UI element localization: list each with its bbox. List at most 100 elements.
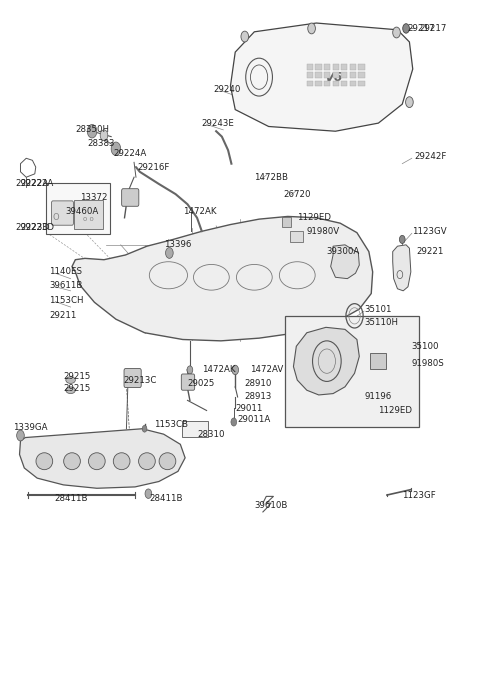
Bar bbox=[307, 81, 313, 86]
Text: 39300A: 39300A bbox=[326, 247, 359, 256]
Bar bbox=[315, 73, 322, 78]
Text: 28910: 28910 bbox=[245, 379, 272, 388]
Circle shape bbox=[406, 96, 413, 107]
FancyBboxPatch shape bbox=[51, 201, 73, 225]
Text: 35110H: 35110H bbox=[364, 318, 398, 327]
Text: 29243E: 29243E bbox=[202, 119, 235, 128]
Bar bbox=[341, 65, 348, 70]
Ellipse shape bbox=[88, 453, 105, 470]
Polygon shape bbox=[393, 245, 411, 291]
Text: 35101: 35101 bbox=[364, 305, 392, 314]
Text: 91980S: 91980S bbox=[412, 359, 444, 367]
Text: o o: o o bbox=[83, 216, 94, 222]
Bar bbox=[315, 81, 322, 86]
Text: 1129ED: 1129ED bbox=[378, 406, 412, 415]
Circle shape bbox=[145, 489, 152, 498]
Polygon shape bbox=[331, 245, 360, 278]
Ellipse shape bbox=[64, 453, 80, 470]
Polygon shape bbox=[230, 23, 413, 131]
Text: 39610B: 39610B bbox=[254, 500, 288, 510]
Bar bbox=[359, 81, 364, 86]
Text: 29215: 29215 bbox=[63, 372, 91, 381]
Text: 29011: 29011 bbox=[235, 404, 263, 413]
Circle shape bbox=[100, 130, 108, 141]
Bar bbox=[324, 73, 330, 78]
Text: 29025: 29025 bbox=[188, 379, 215, 388]
Circle shape bbox=[393, 27, 400, 38]
Text: 29213C: 29213C bbox=[123, 375, 156, 384]
Text: O: O bbox=[53, 213, 60, 222]
Bar bbox=[333, 81, 339, 86]
Circle shape bbox=[231, 418, 237, 426]
Text: 1472AV: 1472AV bbox=[250, 365, 283, 374]
Circle shape bbox=[308, 23, 315, 34]
Circle shape bbox=[187, 366, 193, 374]
Ellipse shape bbox=[66, 377, 75, 384]
Circle shape bbox=[166, 248, 173, 258]
Text: 1140ES: 1140ES bbox=[49, 268, 82, 276]
Circle shape bbox=[403, 24, 409, 33]
Text: 29211: 29211 bbox=[49, 312, 76, 320]
Text: 28411B: 28411B bbox=[54, 494, 87, 503]
FancyBboxPatch shape bbox=[124, 369, 141, 388]
FancyBboxPatch shape bbox=[46, 183, 110, 234]
Bar bbox=[307, 73, 313, 78]
Bar bbox=[324, 65, 330, 70]
Text: 13396: 13396 bbox=[164, 240, 191, 249]
Text: 1339GA: 1339GA bbox=[13, 423, 48, 432]
Text: 1123GF: 1123GF bbox=[402, 490, 436, 500]
Text: 28411B: 28411B bbox=[149, 494, 183, 503]
Bar bbox=[315, 65, 322, 70]
Ellipse shape bbox=[139, 453, 156, 470]
Text: 13372: 13372 bbox=[80, 193, 108, 202]
Text: 29224A: 29224A bbox=[114, 149, 147, 158]
FancyBboxPatch shape bbox=[74, 200, 103, 230]
Text: 29240: 29240 bbox=[214, 85, 241, 94]
FancyBboxPatch shape bbox=[285, 316, 419, 427]
FancyBboxPatch shape bbox=[121, 189, 139, 206]
FancyBboxPatch shape bbox=[370, 353, 385, 369]
Text: 28383: 28383 bbox=[87, 139, 115, 148]
Circle shape bbox=[241, 31, 249, 42]
Circle shape bbox=[87, 124, 97, 138]
Text: 1123GV: 1123GV bbox=[412, 227, 446, 236]
Text: 29217: 29217 bbox=[419, 24, 446, 33]
Text: 91980V: 91980V bbox=[307, 227, 340, 236]
Text: 29222A: 29222A bbox=[21, 179, 54, 189]
Text: 29223D: 29223D bbox=[15, 223, 49, 232]
Text: 29215: 29215 bbox=[63, 384, 91, 392]
Text: 1472AK: 1472AK bbox=[183, 206, 216, 215]
Ellipse shape bbox=[159, 453, 176, 470]
Bar bbox=[359, 73, 364, 78]
Circle shape bbox=[17, 430, 24, 441]
Text: 29217: 29217 bbox=[407, 24, 434, 33]
Bar bbox=[333, 73, 339, 78]
Text: 1472AK: 1472AK bbox=[202, 365, 235, 374]
Text: 29221: 29221 bbox=[417, 247, 444, 256]
Bar bbox=[350, 81, 356, 86]
Text: 28350H: 28350H bbox=[75, 126, 109, 134]
Text: 91196: 91196 bbox=[364, 392, 391, 401]
Text: 1129ED: 1129ED bbox=[297, 213, 331, 222]
Text: 1153CB: 1153CB bbox=[154, 420, 188, 428]
Ellipse shape bbox=[113, 453, 130, 470]
Circle shape bbox=[232, 365, 239, 375]
Text: 28913: 28913 bbox=[245, 392, 272, 401]
Polygon shape bbox=[20, 428, 185, 488]
Bar bbox=[333, 65, 339, 70]
Text: 28310: 28310 bbox=[197, 430, 225, 439]
Text: 1472BB: 1472BB bbox=[254, 172, 288, 182]
Circle shape bbox=[142, 425, 147, 432]
FancyBboxPatch shape bbox=[182, 421, 207, 437]
Text: 1153CH: 1153CH bbox=[49, 296, 84, 305]
Text: 29011A: 29011A bbox=[238, 415, 271, 424]
Text: 29242F: 29242F bbox=[414, 152, 446, 162]
Circle shape bbox=[111, 142, 120, 155]
Ellipse shape bbox=[36, 453, 53, 470]
Text: V6: V6 bbox=[324, 71, 342, 84]
Text: 39611B: 39611B bbox=[49, 281, 83, 290]
Text: 35100: 35100 bbox=[412, 342, 439, 351]
Text: 39460A: 39460A bbox=[66, 206, 99, 215]
Text: 29222A: 29222A bbox=[15, 179, 48, 189]
Bar bbox=[341, 81, 348, 86]
